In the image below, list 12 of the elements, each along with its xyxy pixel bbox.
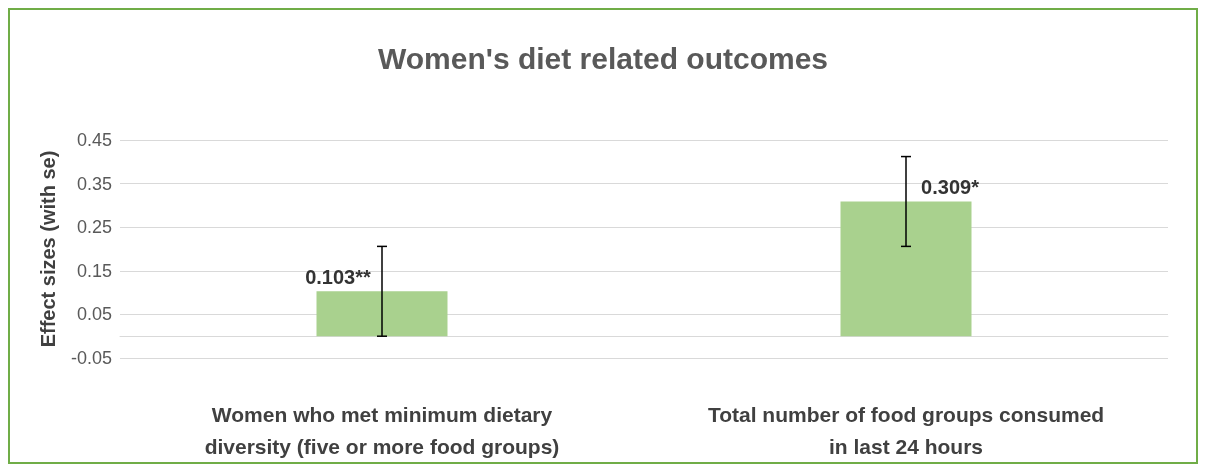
y-tick-label: 0.05 (76, 304, 112, 325)
data-label: 0.103** (305, 266, 372, 289)
x-tick-label: Total number of food groups consumed in last 24 hours (707, 402, 1105, 458)
y-tick-label: 0.45 (76, 130, 112, 150)
x-tick-label: Women who met minimum dietary diversity (five or more food groups) (204, 402, 560, 458)
chart-title: Women's diet related outcomes (377, 41, 829, 75)
y-tick-label: 0.15 (76, 260, 112, 281)
y-axis-title: Effect sizes (with se) (37, 150, 59, 348)
y-tick-label: -0.05 (70, 348, 112, 368)
y-tick-label: 0.25 (76, 217, 112, 238)
data-label: 0.309* (921, 176, 980, 199)
y-tick-label: 0.35 (76, 173, 112, 194)
